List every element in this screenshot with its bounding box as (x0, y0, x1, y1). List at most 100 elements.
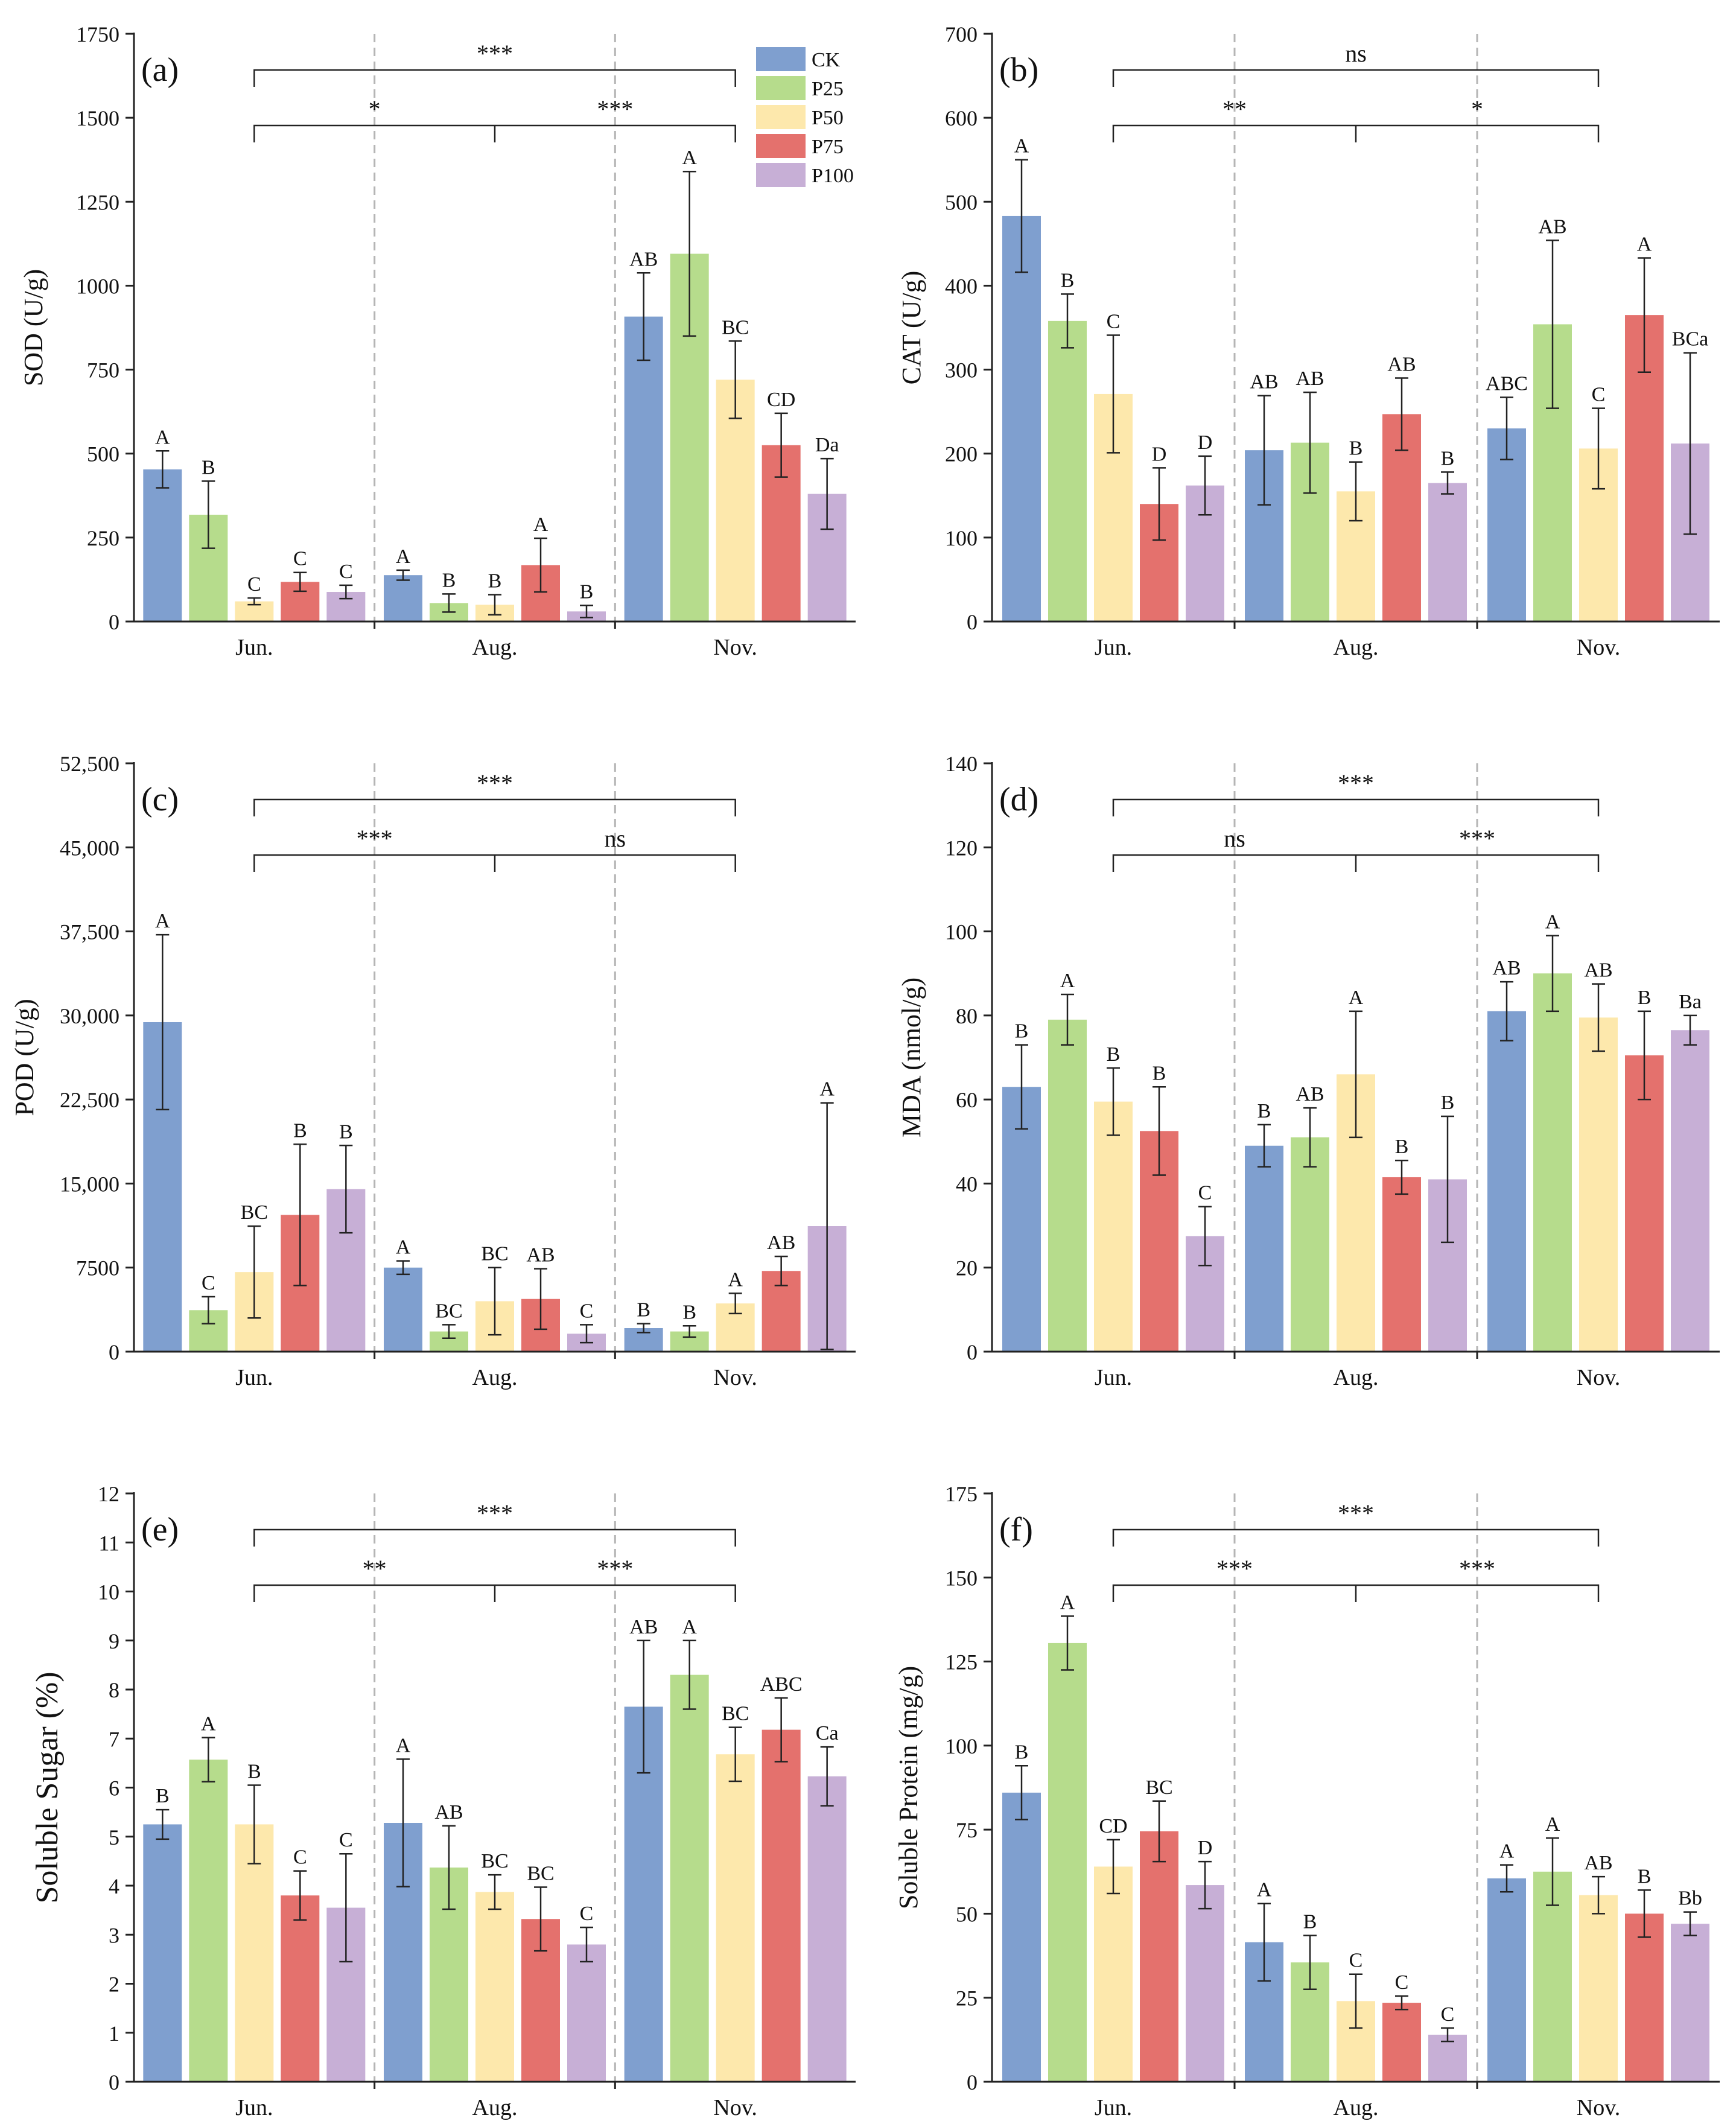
significance-letter: B (1441, 447, 1455, 469)
y-tick-label: 1250 (76, 190, 119, 214)
bar-ck (1002, 215, 1041, 622)
bar-ck (1487, 1011, 1526, 1352)
significance-letter: C (293, 1846, 307, 1869)
bar-ck (624, 316, 663, 622)
bracket-left-significance: ** (1223, 95, 1247, 122)
significance-letter: AB (629, 1616, 658, 1638)
bar-p100 (807, 1776, 847, 2082)
significance-letter: B (1638, 1865, 1652, 1887)
y-tick-label: 500 (87, 442, 119, 466)
bar-p75 (281, 1895, 320, 2082)
bracket-outer-significance: *** (477, 1499, 513, 1527)
y-tick-label: 2 (109, 1973, 119, 1997)
significance-letter: AB (1584, 959, 1612, 982)
significance-letter: C (580, 1903, 594, 1925)
y-tick-label: 0 (967, 2070, 978, 2094)
significance-letter: AB (1296, 367, 1324, 390)
significance-letter: AB (1538, 215, 1566, 238)
significance-letter: B (202, 456, 215, 479)
bracket-left-significance: * (369, 95, 381, 122)
x-tick-label: Nov. (713, 1365, 757, 1390)
x-tick-label: Nov. (1577, 1365, 1620, 1390)
bar-p50 (1579, 1017, 1618, 1352)
significance-letter: BC (435, 1300, 462, 1322)
y-tick-label: 600 (945, 106, 978, 130)
bar-p100 (1428, 2035, 1467, 2082)
significance-letter: A (1014, 135, 1029, 157)
bracket-outer-significance: ns (1345, 40, 1367, 67)
chart-panel-4: BBABAABABAABBBBCBBa020406080100120140Jun… (897, 752, 1720, 1390)
bracket-outer-significance: *** (477, 769, 513, 796)
chart-panel-6: BAAABACDCABBCCBDCBb0255075100125150175Ju… (894, 1482, 1720, 2120)
significance-letter: A (819, 1078, 835, 1101)
significance-letter: BC (722, 1703, 749, 1725)
y-tick-label: 1 (109, 2021, 119, 2046)
y-tick-label: 120 (945, 836, 978, 860)
y-tick-label: 0 (109, 2070, 119, 2094)
y-tick-label: 1500 (76, 106, 119, 130)
significance-letter: Ca (816, 1722, 839, 1744)
y-tick-label: 45,000 (60, 836, 119, 860)
y-tick-label: 15,000 (60, 1172, 119, 1196)
bar-ck (384, 1267, 422, 1352)
significance-letter: BC (1145, 1776, 1172, 1799)
significance-letter: A (155, 910, 170, 932)
significance-letter: B (442, 569, 456, 591)
significance-letter: A (396, 1236, 411, 1259)
y-axis-title: Soluble Sugar (%) (30, 1671, 65, 1903)
bracket-outer-significance: *** (1338, 769, 1374, 796)
bar-p75 (1140, 1831, 1178, 2082)
significance-letter: C (339, 561, 353, 583)
y-tick-label: 30,000 (60, 1004, 119, 1028)
legend-swatch-p75 (756, 134, 806, 158)
significance-letter: CD (767, 389, 795, 411)
significance-letter: A (1545, 1813, 1560, 1836)
significance-letter: B (339, 1121, 353, 1143)
bar-p75 (1382, 1177, 1421, 1352)
y-axis-title: SOD (U/g) (19, 269, 48, 386)
significance-letter: AB (767, 1232, 795, 1254)
chart-panel-5: BAABAABABBCBCCBCABCCCCa0123456789101112J… (30, 1482, 856, 2120)
y-tick-label: 7 (109, 1727, 119, 1751)
y-axis-title: CAT (U/g) (897, 271, 926, 385)
significance-letter: C (1592, 384, 1606, 406)
y-tick-label: 100 (945, 1734, 978, 1758)
x-tick-label: Jun. (235, 635, 273, 660)
significance-letter: B (1015, 1741, 1029, 1763)
significance-letter: AB (1296, 1083, 1324, 1105)
bar-p50 (1094, 1101, 1133, 1352)
bar-p50 (1579, 1895, 1618, 2082)
significance-letter: AB (526, 1244, 555, 1267)
significance-letter: C (202, 1272, 215, 1294)
bracket-right-significance: *** (597, 1555, 633, 1582)
y-tick-label: 750 (87, 358, 119, 383)
significance-letter: A (1349, 987, 1364, 1009)
significance-letter: A (533, 514, 548, 536)
significance-letter: C (580, 1300, 594, 1322)
significance-letter: B (293, 1119, 307, 1142)
x-tick-label: Jun. (235, 1365, 273, 1390)
bar-p100 (567, 1944, 606, 2082)
chart-panel-1: A A AB B B A C B BC C A CD C B Da 0 250 500 750 1000 1250 150… (19, 22, 856, 660)
significance-letter: A (1545, 911, 1560, 933)
significance-letter: BC (481, 1850, 508, 1872)
bracket-left-significance: ** (363, 1555, 387, 1582)
bracket-outer (253, 1528, 736, 1547)
bracket-outer (1112, 1528, 1600, 1547)
significance-letter: A (1257, 1879, 1272, 1901)
bracket-right-significance: * (1471, 95, 1483, 122)
significance-letter: A (396, 545, 411, 568)
significance-letter: B (1441, 1092, 1455, 1114)
significance-letter: A (1060, 1591, 1075, 1614)
significance-letter: BC (481, 1243, 508, 1265)
y-axis-title: MDA (nmol/g) (897, 978, 926, 1137)
significance-letter: AB (434, 1801, 463, 1824)
significance-letter: BC (527, 1862, 554, 1884)
legend-swatch-ck (756, 47, 806, 71)
y-tick-label: 12 (98, 1482, 119, 1506)
bar-p25 (1533, 973, 1572, 1352)
bar-p100 (1428, 483, 1467, 622)
significance-letter: A (1060, 970, 1075, 992)
legend: CK P25 P50 P75 P100 (756, 47, 854, 187)
panel-label: (c) (141, 781, 179, 818)
